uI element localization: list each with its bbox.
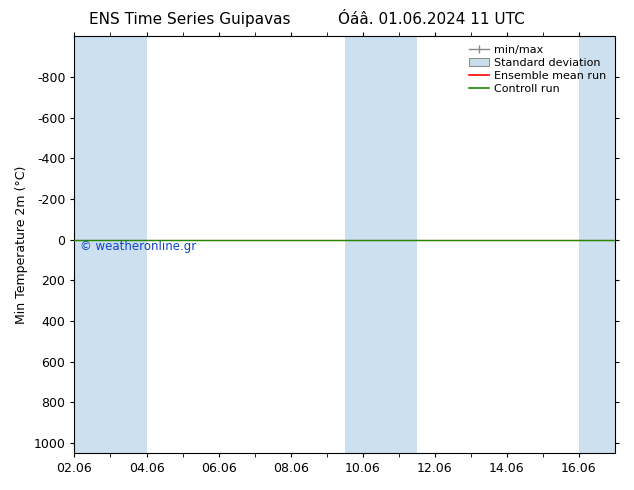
Bar xyxy=(380,36,417,453)
Bar xyxy=(345,36,380,453)
Bar xyxy=(579,36,615,453)
Y-axis label: Min Temperature 2m (°C): Min Temperature 2m (°C) xyxy=(15,166,28,324)
Text: © weatheronline.gr: © weatheronline.gr xyxy=(80,240,196,253)
Text: ENS Time Series Guipavas: ENS Time Series Guipavas xyxy=(89,12,291,27)
Bar xyxy=(74,36,110,453)
Bar xyxy=(110,36,146,453)
Text: Óáâ. 01.06.2024 11 UTC: Óáâ. 01.06.2024 11 UTC xyxy=(338,12,524,27)
Legend: min/max, Standard deviation, Ensemble mean run, Controll run: min/max, Standard deviation, Ensemble me… xyxy=(466,42,609,97)
